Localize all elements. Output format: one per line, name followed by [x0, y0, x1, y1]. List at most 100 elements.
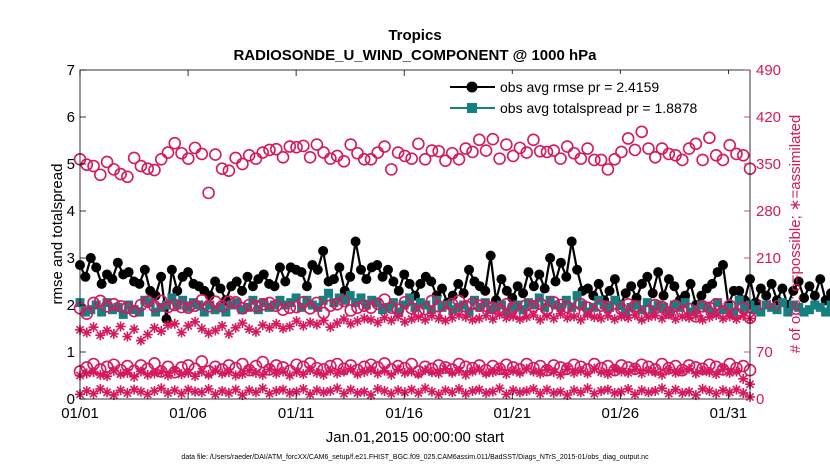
point-square-1-115 — [696, 300, 706, 310]
point-circle-0-16 — [161, 314, 172, 325]
point-circle-0-78 — [496, 274, 507, 285]
point-asterisk-6-14 — [169, 365, 180, 376]
point-open-circle-3-15 — [175, 300, 188, 314]
plot-frame — [79, 69, 751, 400]
point-asterisk-5-92 — [697, 314, 708, 325]
point-asterisk-7-84 — [643, 387, 654, 398]
point-asterisk-5-82 — [629, 310, 640, 321]
point-square-1-72 — [464, 307, 474, 317]
point-open-circle-2-87 — [662, 147, 676, 161]
point-square-1-27 — [221, 307, 231, 317]
point-asterisk-6-81 — [623, 367, 634, 378]
point-open-circle-3-63 — [500, 298, 513, 311]
point-square-1-40 — [291, 293, 301, 303]
point-asterisk-7-56 — [453, 383, 464, 394]
point-open-circle-3-43 — [364, 301, 378, 314]
point-asterisk-6-82 — [629, 364, 640, 375]
point-open-circle-3-27 — [256, 298, 270, 311]
point-asterisk-6-13 — [162, 370, 173, 381]
point-open-circle-3-46 — [385, 301, 398, 314]
point-open-circle-2-56 — [452, 153, 466, 166]
point-asterisk-5-85 — [650, 310, 661, 321]
point-open-circle-2-79 — [608, 153, 621, 166]
point-square-1-118 — [713, 298, 723, 308]
point-asterisk-6-19 — [203, 369, 214, 380]
point-square-1-137 — [815, 302, 825, 312]
point-open-circle-3-2 — [87, 296, 100, 310]
point-asterisk-5-27 — [257, 320, 268, 331]
x-tick-label: 01/01 — [61, 405, 99, 422]
point-open-circle-3-96 — [723, 299, 736, 312]
point-asterisk-6-3 — [95, 369, 106, 380]
point-circle-0-44 — [312, 264, 323, 275]
point-asterisk-6-46 — [386, 369, 397, 380]
point-open-circle-2-27 — [256, 146, 270, 159]
point-circle-0-96 — [593, 278, 604, 289]
point-asterisk-5-73 — [569, 311, 580, 322]
point-open-circle-2-1 — [80, 158, 94, 171]
point-asterisk-7-39 — [338, 388, 349, 399]
point-circle-0-107 — [653, 267, 664, 278]
point-open-circle-2-66 — [520, 146, 533, 159]
point-open-circle-3-59 — [472, 299, 486, 312]
point-circle-0-108 — [658, 290, 669, 301]
y-tick-label-left: 2 — [67, 297, 75, 314]
point-circle-0-42 — [301, 281, 312, 292]
point-asterisk-6-28 — [264, 364, 275, 375]
point-square-1-105 — [642, 298, 652, 308]
point-open-circle-3-14 — [168, 298, 182, 312]
point-asterisk-6-57 — [460, 369, 471, 380]
point-circle-0-52 — [355, 264, 366, 275]
point-asterisk-5-86 — [657, 313, 668, 324]
point-asterisk-6-58 — [467, 366, 478, 377]
point-circle-0-36 — [269, 281, 280, 292]
point-asterisk-6-48 — [399, 367, 410, 378]
legend: obs avg rmse pr = 2.4159 obs avg totalsp… — [442, 74, 742, 118]
point-asterisk-6-47 — [393, 364, 404, 375]
point-open-circle-3-51 — [418, 302, 432, 316]
point-square-1-64 — [421, 300, 431, 310]
point-open-circle-3-39 — [337, 294, 351, 308]
point-open-circle-2-70 — [547, 144, 561, 157]
point-asterisk-7-58 — [467, 385, 478, 396]
point-open-circle-2-95 — [716, 153, 730, 167]
point-asterisk-6-92 — [697, 365, 708, 376]
point-open-circle-3-35 — [310, 296, 324, 310]
point-square-1-9 — [124, 300, 134, 310]
y-tick-label-right: 490 — [756, 62, 781, 79]
point-circle-0-37 — [274, 262, 285, 273]
point-asterisk-7-78 — [602, 384, 613, 395]
point-open-circle-2-35 — [310, 138, 324, 151]
point-asterisk-6-66 — [521, 363, 532, 374]
point-asterisk-7-92 — [697, 383, 708, 394]
point-square-1-139 — [826, 300, 830, 310]
point-asterisk-6-77 — [596, 367, 607, 378]
point-asterisk-7-98 — [738, 387, 749, 398]
point-asterisk-6-59 — [474, 364, 485, 375]
point-square-1-138 — [821, 307, 830, 317]
point-asterisk-5-22 — [223, 328, 234, 339]
point-open-circle-2-54 — [439, 154, 452, 167]
point-asterisk-5-41 — [352, 316, 363, 327]
point-circle-0-70 — [453, 278, 464, 289]
point-asterisk-5-32 — [291, 316, 302, 327]
point-open-circle-3-16 — [181, 301, 195, 314]
point-open-circle-2-84 — [642, 142, 655, 155]
point-asterisk-7-1 — [81, 385, 92, 396]
point-square-1-123 — [740, 302, 750, 312]
point-asterisk-7-38 — [332, 383, 343, 394]
point-square-1-92 — [572, 291, 582, 301]
point-asterisk-7-12 — [156, 383, 167, 394]
point-circle-0-48 — [334, 262, 345, 273]
point-circle-0-2 — [85, 253, 96, 263]
point-asterisk-7-63 — [501, 389, 512, 400]
point-asterisk-5-2 — [88, 322, 99, 333]
point-asterisk-5-84 — [643, 312, 654, 323]
point-square-1-125 — [750, 305, 760, 315]
point-open-circle-2-62 — [493, 152, 506, 165]
point-circle-0-75 — [480, 285, 491, 296]
point-asterisk-6-84 — [643, 365, 654, 376]
point-open-circle-3-77 — [594, 299, 608, 312]
point-square-1-42 — [302, 295, 312, 305]
x-axis-label: Jan.01,2015 00:00:00 start — [326, 429, 505, 446]
